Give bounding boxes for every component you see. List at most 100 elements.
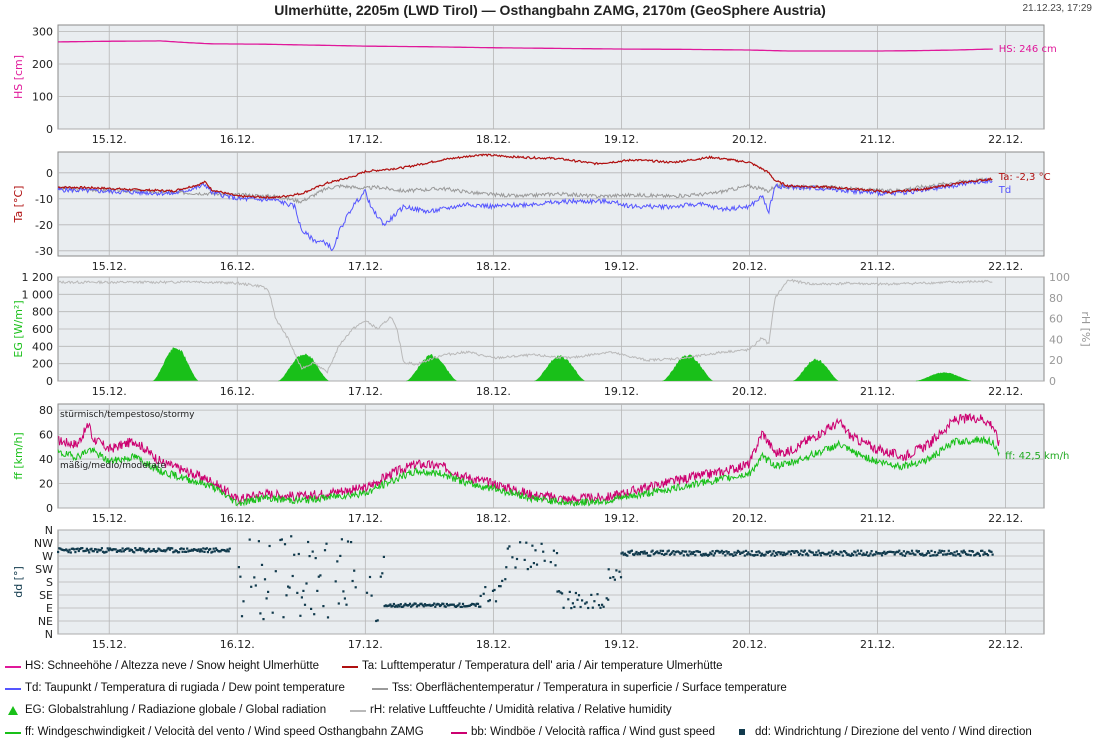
legend-swatch-hs [5,661,21,671]
dd-point [120,550,123,553]
x-tick-label: 20.12. [732,260,767,273]
dd-point [148,547,151,550]
dd-point [788,550,791,553]
dd-point [259,612,262,615]
dd-point [695,550,698,553]
dd-point [874,553,877,556]
legend-label-hs: HS: Schneehöhe / Altezza neve / Snow hei… [25,660,320,672]
dd-point [142,548,145,551]
x-tick-label: 16.12. [220,133,255,146]
x-tick-label: 19.12. [604,638,639,651]
dd-point [168,548,171,551]
dd-point [952,554,955,557]
dd-point [924,553,927,557]
dd-point [622,553,625,556]
dd-point [703,554,706,557]
y-tick-label: 40 [39,453,53,466]
dd-point [782,551,786,554]
x-tick-label: 15.12. [92,385,127,398]
dd-point [869,552,872,555]
dd-point [810,551,813,554]
dd-point [713,552,716,555]
dd-point [619,576,623,579]
x-tick-label: 16.12. [220,385,255,398]
dd-point [240,615,244,618]
x-tick-label: 16.12. [220,260,255,273]
dd-point [178,551,181,554]
dd-point [219,550,222,553]
dd-point [340,538,343,541]
dd-point [434,605,437,608]
dd-point [221,548,224,552]
dd-point [806,552,809,555]
dd-point [218,550,221,553]
dd-point [717,550,720,553]
dd-point [954,554,957,557]
dd-point [649,554,652,557]
dd-point [797,553,801,557]
dd-point [749,553,752,556]
dd-point [325,542,328,545]
x-tick-label: 20.12. [732,638,767,651]
dd-point [519,541,522,544]
dd-point [576,598,579,601]
dd-point [892,551,895,554]
legend-swatch-ff [5,727,21,737]
dd-point [705,553,708,556]
dd-point [190,548,193,551]
dd-point [385,605,388,608]
dd-point [670,552,673,555]
dd-point [756,553,759,556]
dd-point [967,553,970,556]
y-tick-label: N [45,524,53,537]
legend-item-rh: rH: relative Luftfeuchte / Umidità relat… [350,704,672,716]
dd-point [731,553,734,556]
dd-point [412,603,415,606]
dd-point [732,554,735,557]
dd-point [101,550,105,553]
dd-point [302,589,305,592]
dd-point [918,552,922,556]
dd-point [802,550,805,553]
dd-point [625,553,628,557]
dd-point [637,551,640,555]
dd-point [673,553,676,556]
dd-point [585,601,588,604]
dd-point [736,549,739,552]
dd-point [445,602,448,606]
dd-point [763,554,766,557]
dd-point [543,559,546,562]
panel-snow_height: 0 100 200 300 15.12. 16.12. 17.12. 18.12. 19.12.… [12,24,1057,146]
dd-point [824,553,827,556]
dd-point [400,605,403,608]
dd-point [279,538,282,542]
dd-point [203,550,206,553]
dd-point [137,548,140,551]
dd-point [676,550,680,553]
dd-point [461,602,465,605]
dd-point [845,552,848,555]
dd-point [920,553,923,556]
dd-point [943,550,946,553]
dd-point [786,552,789,555]
dd-point [199,548,203,551]
x-tick-label: 19.12. [604,385,639,398]
dd-point [663,553,666,556]
dd-point [605,597,608,600]
dd-point [950,552,953,555]
dd-point [883,550,886,553]
dd-point [935,554,938,557]
dd-point [84,549,87,552]
dd-point [602,605,605,608]
x-tick-label: 17.12. [348,133,383,146]
dd-point [636,553,639,556]
dd-point [382,555,385,558]
dd-point [801,554,804,557]
dd-point [194,548,197,551]
dd-point [511,556,514,559]
dd-point [698,550,701,554]
dd-point [834,551,837,554]
plot-area-snow_height [57,24,1045,130]
dd-point [817,549,820,552]
